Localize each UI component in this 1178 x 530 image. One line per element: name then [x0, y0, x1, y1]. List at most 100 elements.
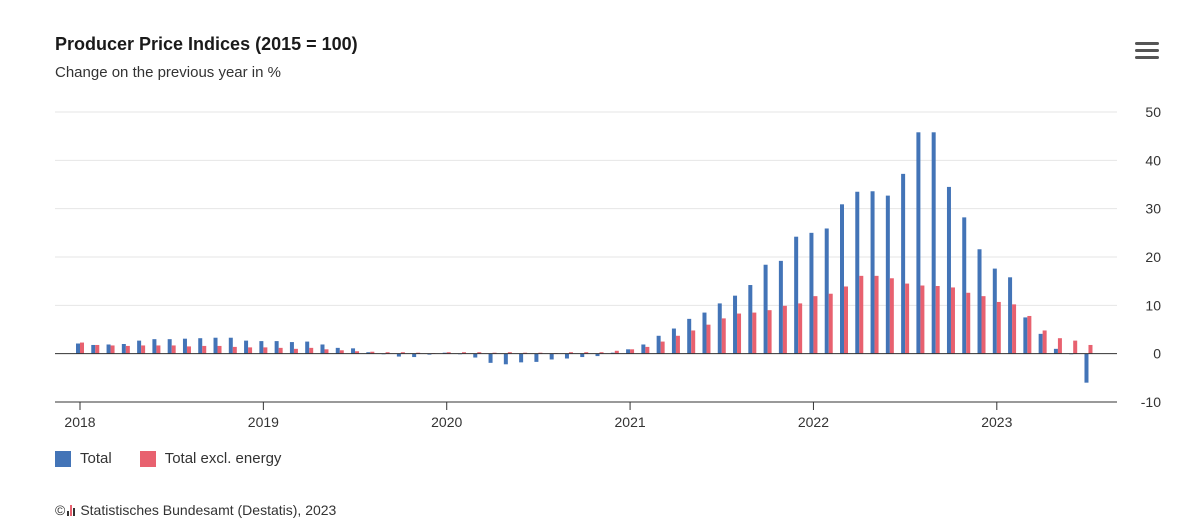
bar-excl-energy	[171, 345, 176, 354]
bar-total	[778, 260, 783, 354]
bar-total	[733, 295, 738, 354]
chart-title: Producer Price Indices (2015 = 100)	[55, 34, 358, 54]
bar-excl-energy	[324, 349, 329, 354]
menu-line-icon	[1135, 56, 1159, 59]
y-tick-label: 50	[1145, 104, 1161, 120]
bar-excl-energy	[828, 293, 833, 354]
y-tick-label: 20	[1145, 249, 1161, 265]
bar-total	[121, 344, 126, 354]
bar-total	[992, 268, 997, 354]
bar-total	[717, 303, 722, 354]
legend-item-excl-energy[interactable]: Total excl. energy	[139, 450, 282, 467]
bar-excl-energy	[141, 345, 146, 354]
bar-excl-energy	[584, 352, 589, 354]
bar-total	[1023, 317, 1028, 354]
chart-legend: Total Total excl. energy	[55, 450, 309, 467]
bar-total	[534, 353, 539, 362]
bar-total	[213, 337, 218, 354]
legend-item-total[interactable]: Total	[55, 450, 112, 467]
bar-excl-energy	[400, 352, 405, 354]
bar-total	[76, 343, 80, 354]
bar-total	[870, 191, 875, 354]
bar-excl-energy	[844, 286, 848, 354]
bar-excl-energy	[477, 352, 482, 354]
bar-total	[91, 344, 96, 354]
bar-total	[1038, 333, 1043, 354]
bar-total	[473, 353, 478, 358]
x-tick-label: 2019	[248, 414, 279, 430]
bar-excl-energy	[217, 345, 222, 354]
bar-excl-energy	[355, 351, 360, 354]
credits[interactable]: © Statistisches Bundesamt (Destatis), 20…	[55, 502, 336, 518]
menu-line-icon	[1135, 42, 1159, 45]
bar-excl-energy	[385, 352, 390, 354]
legend-swatch-excl-energy	[139, 450, 156, 467]
bar-excl-energy	[80, 342, 84, 354]
bar-excl-energy	[293, 348, 298, 354]
bar-excl-energy	[737, 313, 742, 354]
bar-excl-energy	[798, 303, 803, 354]
bar-excl-energy	[767, 310, 772, 354]
legend-label-total: Total	[80, 450, 112, 467]
legend-label-excl-energy: Total excl. energy	[164, 450, 282, 467]
bar-excl-energy	[110, 345, 115, 354]
bar-excl-energy	[446, 352, 451, 354]
bar-total	[840, 204, 844, 354]
y-tick-label: 10	[1145, 297, 1161, 313]
bar-excl-energy	[1042, 330, 1047, 354]
bar-excl-energy	[156, 345, 161, 354]
copyright-symbol: ©	[55, 502, 66, 518]
bar-excl-energy	[263, 347, 268, 354]
bar-total	[412, 353, 417, 358]
bar-excl-energy	[186, 346, 191, 354]
bar-total	[946, 186, 951, 354]
bar-total	[916, 132, 921, 354]
bar-excl-energy	[309, 347, 314, 354]
bar-excl-energy	[95, 344, 100, 354]
bar-excl-energy	[996, 301, 1001, 354]
bar-total	[182, 338, 187, 354]
bar-total	[626, 349, 631, 354]
bar-total	[1084, 353, 1089, 383]
bar-total	[167, 339, 172, 354]
bar-total	[687, 318, 692, 354]
credits-text: Statistisches Bundesamt (Destatis), 2023	[80, 502, 337, 518]
y-tick-label: 30	[1145, 201, 1161, 217]
bar-total	[824, 228, 829, 354]
bar-total	[503, 353, 508, 365]
bar-excl-energy	[125, 345, 130, 354]
bar-excl-energy	[1073, 340, 1078, 354]
bar-total	[901, 173, 906, 354]
bar-excl-energy	[599, 352, 604, 354]
bar-total	[763, 264, 768, 354]
bar-excl-energy	[278, 347, 283, 354]
bar-excl-energy	[675, 335, 680, 354]
bar-excl-energy	[905, 283, 910, 354]
bar-excl-energy	[874, 275, 879, 354]
hamburger-menu-icon[interactable]	[1135, 42, 1159, 62]
bar-excl-energy	[813, 296, 818, 354]
y-tick-label: -10	[1141, 394, 1161, 410]
bar-excl-energy	[248, 347, 253, 354]
bar-excl-energy	[859, 275, 864, 354]
menu-line-icon	[1135, 49, 1159, 52]
bar-total	[351, 348, 356, 354]
destatis-logo-icon	[67, 504, 76, 516]
bar-excl-energy	[630, 349, 635, 354]
bar-total	[962, 217, 967, 354]
bar-excl-energy	[950, 287, 955, 354]
chart-subtitle: Change on the previous year in %	[55, 64, 281, 81]
bar-total	[1008, 277, 1013, 354]
bar-total	[137, 340, 142, 354]
bar-total	[809, 232, 814, 354]
bar-total	[106, 344, 111, 354]
bar-excl-energy	[981, 296, 986, 354]
bar-excl-energy	[706, 324, 711, 354]
bar-total	[595, 353, 600, 357]
bar-total	[228, 337, 233, 354]
bar-total	[580, 353, 585, 358]
x-tick-label: 2020	[431, 414, 462, 430]
bar-excl-energy	[752, 312, 757, 354]
legend-swatch-total	[55, 450, 71, 467]
bar-excl-energy	[462, 352, 466, 354]
